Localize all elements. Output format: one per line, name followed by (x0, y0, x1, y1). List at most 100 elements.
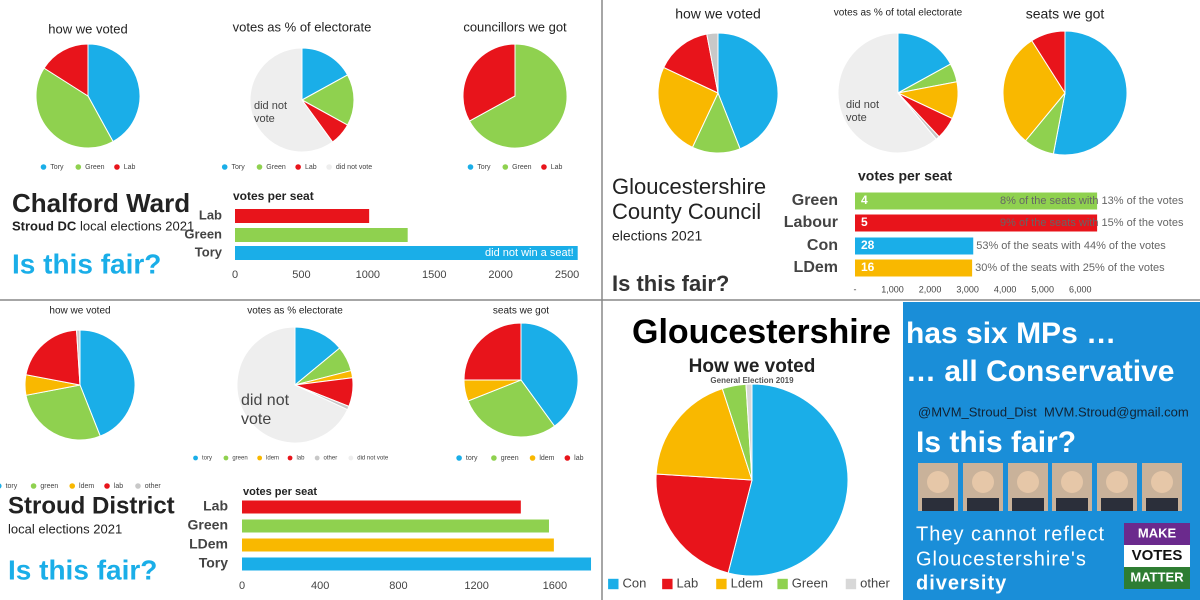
chart-title: how we voted (675, 6, 761, 22)
pie-slice (655, 473, 753, 574)
legend-swatch (608, 578, 619, 590)
legend-swatch (75, 164, 82, 170)
legend-label: other (860, 575, 890, 590)
x-tick-label: 1000 (356, 269, 380, 281)
logo-text: MATTER (1130, 569, 1184, 584)
chart-title: votes as % electorate (247, 306, 343, 317)
seat-count: 16 (861, 260, 875, 274)
legend-label: Green (512, 164, 532, 171)
bar-annotation: 8% of the seats with 13% of the votes (1000, 195, 1184, 207)
bar (855, 192, 1098, 210)
x-tick-label: 1500 (422, 269, 446, 281)
legend-swatch (135, 483, 141, 489)
mp-photos (918, 463, 1182, 511)
legend-label: did not vote (357, 456, 389, 462)
legend-swatch (348, 455, 354, 461)
question: Is this fair? (612, 271, 729, 296)
pie-slice (301, 47, 349, 101)
legend-label: tory (466, 455, 478, 462)
chart-title: votes as % of total electorate (834, 8, 963, 19)
legend-swatch (314, 455, 320, 461)
heading: Chalford Ward (12, 188, 190, 218)
pie-slice (706, 32, 719, 94)
heading: Gloucestershire (632, 313, 891, 351)
legend-label: lab (296, 456, 305, 462)
chart-title: councillors we got (463, 19, 567, 34)
pie-slice (467, 379, 556, 438)
legend-swatch (295, 164, 301, 170)
subheading: local elections 2021 (8, 521, 122, 536)
legend-swatch (257, 455, 263, 461)
footer: Gloucestershire's (916, 548, 1087, 570)
legend-label: lab (114, 483, 123, 490)
chart-title: how we voted (48, 21, 128, 36)
bar-annotation: 53% of the seats with 44% of the votes (976, 240, 1166, 252)
legend-swatch (114, 164, 120, 170)
legend-swatch (40, 164, 47, 170)
chart-title: How we voted (689, 356, 816, 377)
legend-label: did not vote (336, 164, 372, 171)
legend-label: Con (623, 575, 647, 590)
pie-slice (520, 322, 579, 427)
pie-slice (1031, 30, 1066, 95)
chart-title: votes per seat (243, 486, 317, 498)
legend-swatch (104, 483, 110, 489)
logo-text: VOTES (1132, 547, 1183, 564)
legend-swatch (0, 483, 2, 489)
x-tick-label: 6,000 (1069, 284, 1092, 294)
legend-swatch (287, 455, 293, 461)
chart-title: seats we got (493, 306, 549, 317)
legend-swatch (777, 578, 788, 590)
bar (235, 246, 578, 260)
legend-swatch (662, 578, 673, 590)
pie-slice (35, 67, 114, 149)
category-label: Tory (199, 555, 229, 571)
question: Is this fair? (916, 426, 1076, 459)
chart-title: votes per seat (858, 168, 952, 184)
x-tick-label: 3,000 (956, 284, 979, 294)
pie-slice (463, 322, 522, 381)
bar-annotation: did not win a seat! (485, 247, 574, 259)
legend-label: ldem (79, 483, 94, 490)
subheading: Stroud DC (12, 218, 77, 233)
bar (242, 519, 549, 533)
subheading: local elections 2021 (80, 218, 194, 233)
x-tick-label: 2,000 (919, 284, 942, 294)
legend-label: green (232, 456, 247, 462)
legend-swatch (845, 578, 857, 590)
legend-swatch (716, 578, 727, 590)
category-label: Lab (203, 498, 228, 514)
logo-text: MAKE (1138, 525, 1177, 540)
bar (855, 259, 973, 277)
seat-count: 5 (861, 215, 868, 229)
legend-label: Lab (124, 164, 136, 171)
legend-label: Tory (50, 164, 64, 171)
chart-title: votes per seat (233, 189, 314, 203)
legend-label: other (324, 456, 338, 462)
legend-label: ldem (266, 456, 279, 462)
heading: Stroud District (8, 492, 175, 519)
legend-label: tory (6, 483, 18, 490)
category-label: Green (184, 226, 222, 241)
pie-slice (663, 33, 719, 94)
category-label: Green (792, 192, 838, 209)
legend-swatch (529, 455, 536, 461)
pie-slice (87, 43, 141, 143)
pie-slice (655, 388, 753, 481)
category-label: LDem (189, 536, 228, 552)
pie-slice (25, 329, 81, 386)
category-label: Con (807, 237, 838, 254)
pie-slice (745, 383, 753, 481)
legend-label: Green (792, 575, 828, 590)
x-tick-label: 2500 (555, 269, 579, 281)
subheading: elections 2021 (612, 228, 703, 244)
legend-swatch (564, 455, 571, 461)
bar (855, 214, 1098, 232)
legend-label: Lab (305, 164, 317, 171)
legend-label: Tory (477, 164, 491, 171)
pie-slice (79, 329, 136, 437)
pie-slice (236, 326, 349, 444)
pie-slice (76, 329, 81, 386)
legend-label: ldem (539, 455, 554, 462)
x-tick-label: 2000 (488, 269, 512, 281)
